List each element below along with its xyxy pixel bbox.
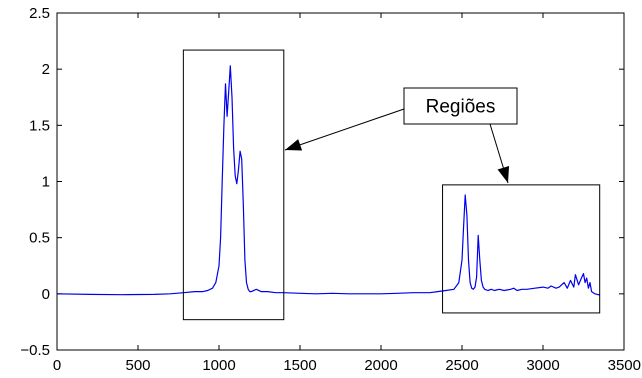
y-tick-label: 0 [42,286,50,303]
arrow-left-shaft [284,108,405,151]
y-tick-label: 2 [42,61,50,78]
y-tick-label: 2.5 [29,5,50,22]
y-tick-label: 1.5 [29,117,50,134]
region-box-1 [182,49,285,321]
annotation-label-box [403,87,518,125]
y-tick-label: 1 [42,174,50,191]
x-tick-label: 3000 [526,357,559,374]
axes: 0 500 1000 1500 2000 2500 3000 3500−0.500.511.5… [20,5,641,374]
x-tick-label: 2000 [364,357,397,374]
plot-area [56,12,625,351]
arrow-left-head [285,139,303,151]
annotation-label: Regiões [426,97,496,118]
x-tick-label: 3500 [608,357,641,374]
series-line [56,65,600,296]
arrow-right-head [497,165,510,183]
y-tick-label: −0.5 [20,342,50,359]
y-tick-label: 0.5 [29,230,50,247]
x-tick-label: 1500 [283,357,316,374]
region-box-2 [442,184,601,314]
x-tick-label: 0 [53,357,61,374]
x-tick-label: 500 [125,357,150,374]
annotation-layer: Regiões [182,49,601,321]
x-tick-label: 1000 [202,357,235,374]
series-layer [56,65,600,296]
x-tick-label: 2500 [445,357,478,374]
